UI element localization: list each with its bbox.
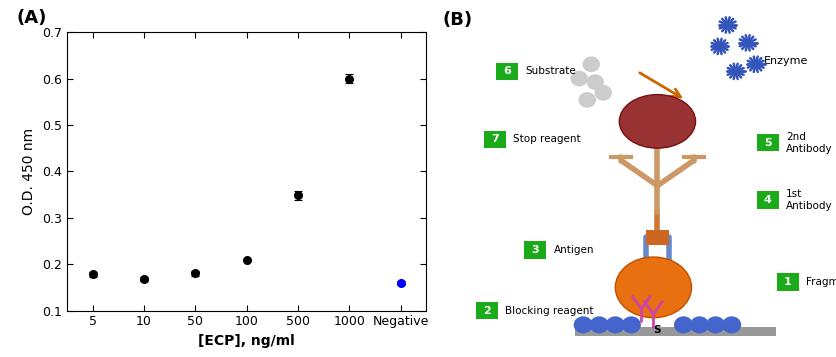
Circle shape bbox=[691, 317, 708, 333]
Text: (B): (B) bbox=[443, 11, 473, 29]
Circle shape bbox=[587, 75, 604, 89]
Circle shape bbox=[675, 317, 692, 333]
FancyBboxPatch shape bbox=[484, 131, 506, 148]
FancyBboxPatch shape bbox=[524, 241, 546, 258]
Text: 5: 5 bbox=[764, 138, 772, 148]
Text: 1: 1 bbox=[784, 277, 792, 287]
Text: (A): (A) bbox=[17, 9, 47, 26]
Text: 2: 2 bbox=[483, 306, 491, 316]
Text: Substrate: Substrate bbox=[525, 66, 576, 76]
Circle shape bbox=[706, 317, 725, 333]
Ellipse shape bbox=[619, 95, 696, 148]
Y-axis label: O.D. 450 nm: O.D. 450 nm bbox=[23, 128, 37, 215]
FancyBboxPatch shape bbox=[476, 302, 498, 319]
Text: Fragment Antibody: Fragment Antibody bbox=[806, 277, 836, 287]
Text: 2nd
Antibody: 2nd Antibody bbox=[786, 132, 833, 154]
Circle shape bbox=[623, 317, 640, 333]
Text: 6: 6 bbox=[503, 66, 511, 76]
Text: 3: 3 bbox=[531, 245, 539, 255]
FancyBboxPatch shape bbox=[757, 191, 779, 208]
FancyBboxPatch shape bbox=[496, 63, 518, 80]
FancyBboxPatch shape bbox=[757, 134, 779, 151]
FancyBboxPatch shape bbox=[777, 273, 799, 291]
Circle shape bbox=[723, 317, 741, 333]
Circle shape bbox=[574, 317, 592, 333]
Text: S: S bbox=[654, 325, 661, 335]
Circle shape bbox=[606, 317, 624, 333]
Circle shape bbox=[571, 71, 587, 86]
X-axis label: [ECP], ng/ml: [ECP], ng/ml bbox=[198, 334, 295, 348]
Bar bbox=[646, 230, 669, 245]
Text: 7: 7 bbox=[491, 134, 499, 144]
Ellipse shape bbox=[615, 257, 691, 318]
Text: Antigen: Antigen bbox=[553, 245, 594, 255]
Circle shape bbox=[584, 57, 599, 71]
Text: Blocking reagent: Blocking reagent bbox=[505, 306, 594, 316]
Circle shape bbox=[590, 317, 608, 333]
Bar bbox=[575, 327, 776, 336]
Text: 1st
Antibody: 1st Antibody bbox=[786, 189, 833, 211]
Circle shape bbox=[595, 86, 611, 100]
Text: 4: 4 bbox=[764, 195, 772, 205]
Circle shape bbox=[579, 93, 595, 107]
Text: Stop reagent: Stop reagent bbox=[513, 134, 581, 144]
Text: Enzyme: Enzyme bbox=[764, 56, 808, 66]
